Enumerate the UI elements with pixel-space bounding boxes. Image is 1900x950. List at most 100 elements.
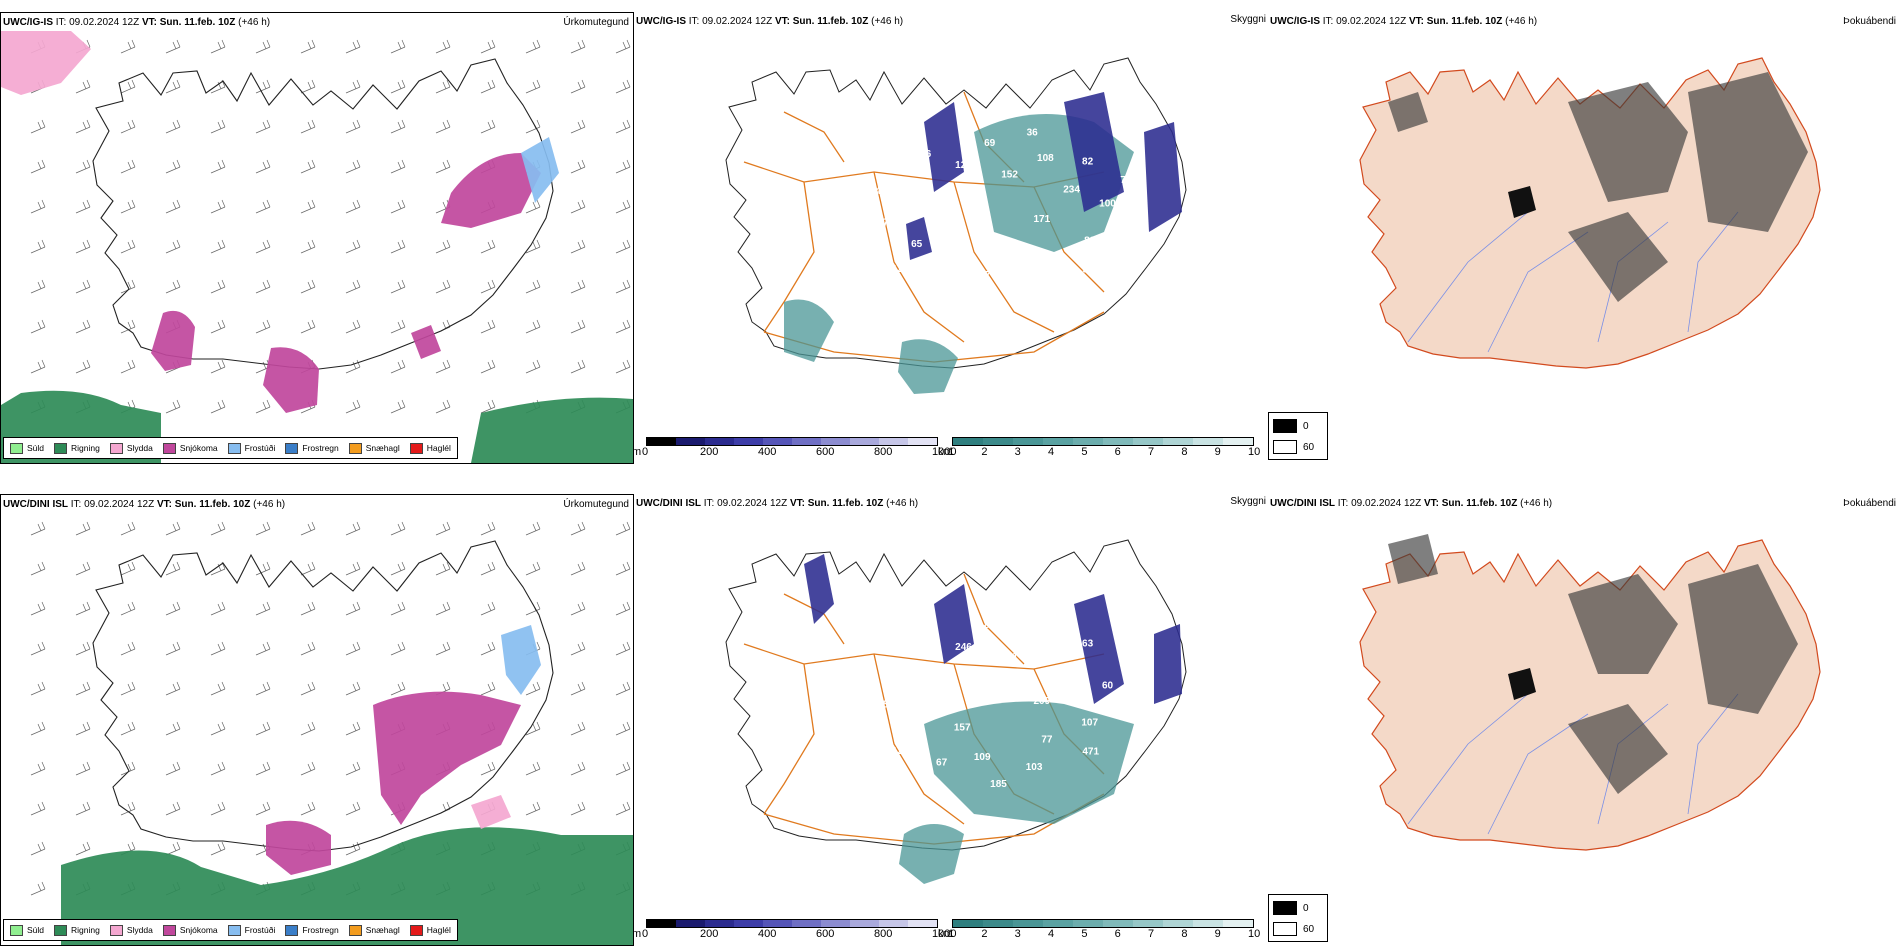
legend-swatch — [285, 442, 299, 454]
colorbar-segment — [1013, 438, 1043, 445]
ceiling-value-label: 124 — [892, 746, 909, 757]
colorbar-segment — [850, 920, 879, 927]
iceland-outline — [725, 539, 1187, 851]
legend-label: Snjókoma — [179, 925, 218, 935]
panel-title: Úrkomutegund — [563, 499, 629, 510]
legend-label: Frostúði — [244, 443, 276, 453]
ceiling-value-label: 60 — [1102, 680, 1114, 691]
ceiling-value-label: 69 — [984, 138, 996, 149]
panel-header: UWC/IG-IS IT: 09.02.2024 12Z VT: Sun. 11… — [1270, 16, 1538, 27]
ceiling-value-label: 234 — [1063, 184, 1080, 195]
colorbar-tick-label: 10 — [1248, 928, 1261, 940]
fog-area — [1388, 92, 1428, 132]
precip-area — [411, 325, 441, 359]
ceiling-value-label: 65 — [911, 239, 923, 250]
precip-area — [471, 795, 511, 829]
iceland-outline — [725, 57, 1187, 369]
colorbar-unit: m — [634, 928, 642, 940]
fog-area — [1568, 574, 1678, 674]
precip-type-legend: Súld Rigning Slydda Snjókoma Frostúði Frostre… — [3, 437, 458, 459]
ceiling-value-label: 279 — [921, 205, 938, 216]
visibility-area — [924, 701, 1134, 824]
ceiling-value-label: 213 — [1063, 666, 1080, 677]
colorbar-tick-label: 6 — [1114, 928, 1121, 940]
ceiling-value-label: 92 — [1029, 280, 1041, 291]
legend-label: Súld — [27, 925, 45, 935]
colorbar-tick-label: 8 — [1181, 928, 1188, 940]
legend-swatch — [227, 924, 241, 936]
colorbar-segment — [879, 920, 908, 927]
ceiling-value-label: 308 — [954, 240, 971, 251]
legend-label: Frostregn — [302, 925, 339, 935]
precip-type-legend: Súld Rigning Slydda Snjókoma Frostúði Frostre… — [3, 919, 458, 941]
colorbar-tick-label: 400 — [758, 446, 777, 458]
ceiling-value-label: 36 — [1027, 128, 1039, 139]
ceiling-value-label: 145 — [870, 186, 887, 197]
visibility-colorbar: km 1 2 3 4 5 6 7 8 9 10 — [938, 919, 1268, 943]
legend-swatch — [348, 924, 362, 936]
panel-header: UWC/DINI ISL IT: 09.02.2024 12Z VT: Sun.… — [3, 499, 286, 510]
colorbar-tick-label: 400 — [758, 928, 777, 940]
precip-area — [441, 153, 541, 228]
colorbar-segment — [908, 438, 937, 445]
precip-area — [521, 137, 559, 203]
legend-swatch — [10, 442, 23, 454]
ceiling-value-label: 67 — [936, 757, 948, 768]
fog-area — [1688, 72, 1808, 232]
panel-title: Úrkomutegund — [563, 17, 629, 28]
ceiling-value-label: 107 — [1081, 718, 1098, 729]
ceiling-value-label: 73 — [1027, 610, 1039, 621]
legend-item: Frostregn — [285, 924, 339, 936]
cloud-ceiling-map: 171 308 152 343 279 234 187 123 86 65 108 92 122 100 1… — [725, 57, 1187, 394]
colorbar-segment — [1133, 920, 1163, 927]
fog-legend-max-swatch — [1273, 440, 1297, 454]
colorbar-segment — [983, 438, 1013, 445]
colorbar-tick-label: 7 — [1148, 928, 1155, 940]
ceiling-value-label: 161 — [1119, 225, 1136, 236]
legend-item: Slydda — [109, 442, 153, 454]
ceiling-value-label: 81 — [993, 297, 1005, 308]
precip-type-panel-top: UWC/IG-IS IT: 09.02.2024 12Z VT: Sun. 11… — [0, 12, 634, 464]
fog-legend-max-label: 60 — [1303, 441, 1315, 453]
colorbar-segment — [1193, 438, 1223, 445]
legend-label: Súld — [27, 443, 45, 453]
colorbar-segment — [983, 920, 1013, 927]
colorbar-swatches — [646, 437, 938, 446]
colorbar-segment — [792, 438, 821, 445]
ceiling-area — [1074, 594, 1124, 704]
fog-index-panel-bottom: UWC/DINI ISL IT: 09.02.2024 12Z VT: Sun.… — [1268, 494, 1900, 946]
ceiling-value-label: 152 — [1001, 170, 1018, 181]
colorbar-segment — [1133, 438, 1163, 445]
precip-area — [263, 347, 319, 413]
precip-area — [61, 827, 633, 945]
colorbar-tick-label: 1000 — [932, 928, 957, 940]
legend-label: Haglél — [426, 443, 451, 453]
fog-legend-max-swatch — [1273, 922, 1297, 936]
ceiling-value-label: 148 — [933, 275, 950, 286]
legend-label: Rigning — [71, 443, 100, 453]
fog-area — [1568, 82, 1688, 202]
panel-header: UWC/DINI ISL IT: 09.02.2024 12Z VT: Sun.… — [1270, 498, 1553, 509]
ceiling-value-label: 171 — [1033, 214, 1050, 225]
colorbar-tick-label: 5 — [1081, 928, 1088, 940]
legend-item: Súld — [10, 924, 45, 936]
wind-barbs — [30, 39, 631, 414]
legend-item: Rigning — [54, 924, 100, 936]
fog-index-map — [1359, 57, 1821, 369]
legend-label: Slydda — [126, 925, 153, 935]
legend-item: Rigning — [54, 442, 100, 454]
precip-area — [1, 31, 91, 95]
legend-swatch — [409, 924, 423, 936]
colorbar-tick-label: 8 — [1181, 446, 1188, 458]
colorbar-tick-label: 600 — [816, 928, 835, 940]
ceiling-value-label: 86 — [984, 620, 996, 631]
legend-item: Súld — [10, 442, 45, 454]
colorbar-segment — [734, 920, 763, 927]
colorbar-swatches — [646, 919, 938, 928]
colorbar-tick-label: 2 — [981, 446, 988, 458]
legend-swatch — [348, 442, 362, 454]
ceiling-value-label: 131 — [1001, 652, 1018, 663]
legend-item: Snæhagl — [348, 924, 400, 936]
visibility-area — [899, 824, 964, 884]
colorbar-tick-label: 6 — [1114, 446, 1121, 458]
